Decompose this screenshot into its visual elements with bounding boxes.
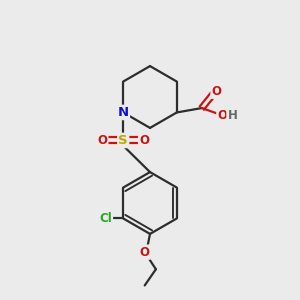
Text: N: N (118, 106, 129, 119)
Text: H: H (227, 109, 237, 122)
Text: S: S (118, 134, 128, 147)
Text: Cl: Cl (99, 212, 112, 225)
Text: O: O (212, 85, 221, 98)
Text: O: O (97, 134, 107, 147)
Text: O: O (140, 246, 150, 259)
Text: O: O (218, 109, 227, 122)
Text: O: O (139, 134, 149, 147)
